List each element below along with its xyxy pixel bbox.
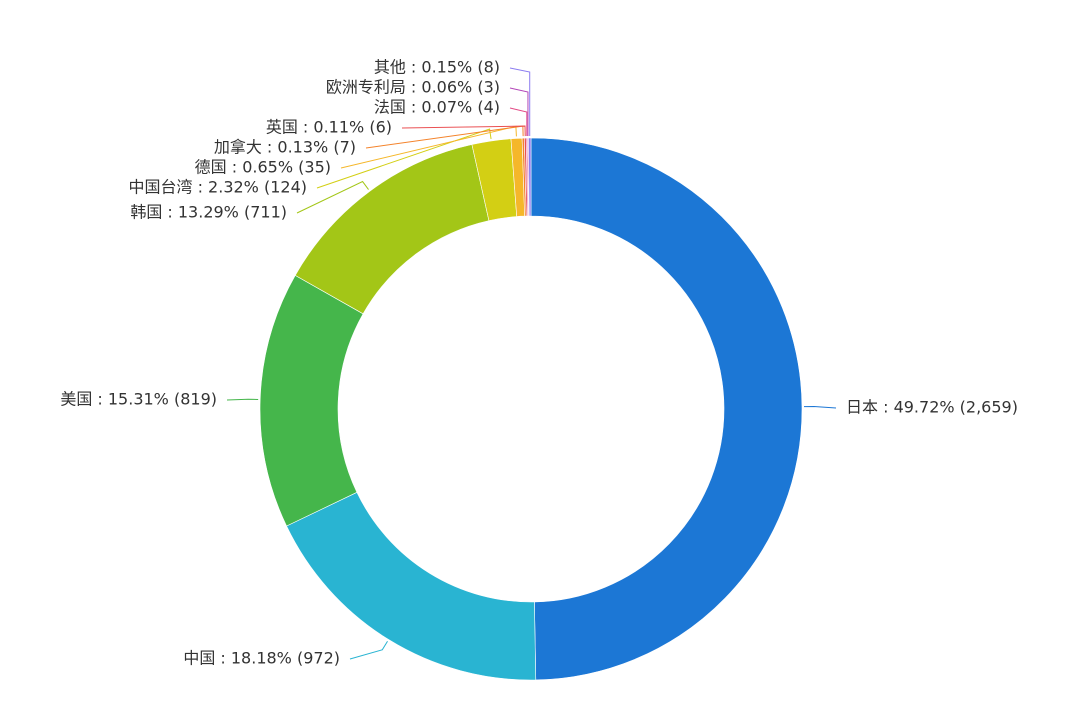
- slice-germany-label: 德国 : 0.65% (35): [195, 158, 331, 177]
- slice-france-leader-line: [509, 107, 528, 137]
- slice-other-label: 其他 : 0.15% (8): [374, 58, 500, 77]
- slice-japan-label: 日本 : 49.72% (2,659): [846, 398, 1018, 417]
- slice-usa[interactable]: [259, 274, 364, 527]
- slice-france-label: 法国 : 0.07% (4): [374, 98, 500, 117]
- slice-other[interactable]: [528, 137, 532, 217]
- slice-usa-label: 美国 : 15.31% (819): [60, 390, 217, 409]
- slice-canada-label: 加拿大 : 0.13% (7): [214, 138, 356, 157]
- label-group: 日本 : 49.72% (2,659) 中国 : 18.18% (972) 美国 :…: [60, 58, 1018, 668]
- slice-japan-leader-line: [803, 406, 837, 409]
- leader-line-group: [226, 67, 837, 660]
- slice-uk-label: 英国 : 0.11% (6): [266, 118, 392, 137]
- slice-other-leader-line: [509, 67, 531, 137]
- slice-epo-leader-line: [509, 87, 529, 137]
- slice-korea-label: 韩国 : 13.29% (711): [130, 203, 287, 222]
- slice-taiwan-label: 中国台湾 : 2.32% (124): [128, 178, 307, 197]
- slice-china-leader-line: [349, 640, 388, 660]
- slice-uk-leader-line: [401, 125, 526, 137]
- slice-china-label: 中国 : 18.18% (972): [183, 649, 340, 668]
- slice-japan[interactable]: [530, 137, 803, 681]
- slice-epo-label: 欧洲专利局 : 0.06% (3): [326, 78, 500, 97]
- slice-usa-leader-line: [226, 398, 259, 401]
- slice-taiwan-leader-line: [316, 128, 492, 189]
- slice-group: [259, 137, 803, 681]
- slice-korea-leader-line: [296, 180, 369, 214]
